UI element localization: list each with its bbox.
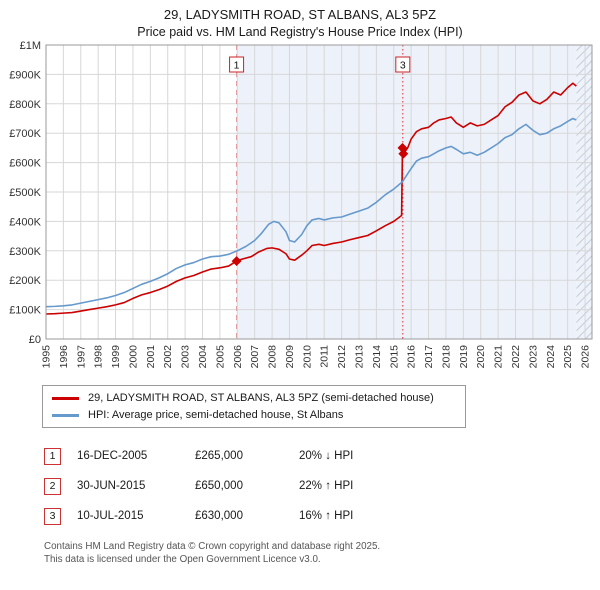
transaction-number-badge: 1 <box>44 447 61 465</box>
x-tick-label: 1997 <box>75 345 87 369</box>
x-tick-label: 2005 <box>214 345 226 369</box>
legend-label-price-paid: 29, LADYSMITH ROAD, ST ALBANS, AL3 5PZ (… <box>88 392 434 404</box>
legend-label-hpi: HPI: Average price, semi-detached house,… <box>88 409 344 421</box>
transaction-hpi-diff: 20% ↓ HPI <box>299 450 354 462</box>
plot-border <box>45 44 593 340</box>
license-footer: Contains HM Land Registry data © Crown c… <box>44 541 600 566</box>
x-tick-label: 1998 <box>93 345 105 369</box>
hpi-line <box>45 117 577 308</box>
x-tick-label: 2022 <box>510 345 522 369</box>
transaction-row: 2 30-JUN-2015 £650,000 22% ↑ HPI <box>44 471 600 501</box>
legend-item-price-paid: 29, LADYSMITH ROAD, ST ALBANS, AL3 5PZ (… <box>52 392 456 404</box>
x-tick-label: 2019 <box>458 345 470 369</box>
x-tick-label: 2000 <box>127 345 139 369</box>
chart-header: 29, LADYSMITH ROAD, ST ALBANS, AL3 5PZ P… <box>0 0 600 39</box>
transaction-hpi-diff: 16% ↑ HPI <box>299 510 354 522</box>
sale-event-flag <box>229 56 245 73</box>
x-tick-label: 2011 <box>319 345 331 368</box>
price-paid-line-swatch <box>52 396 79 400</box>
footer-line-1: Contains HM Land Registry data © Crown c… <box>44 541 381 552</box>
y-tick-label: £800K <box>9 99 41 111</box>
x-tick-label: 1995 <box>41 345 53 369</box>
x-tick-label: 2003 <box>180 345 192 369</box>
hpi-line-swatch <box>52 413 79 417</box>
y-tick-label: £600K <box>9 158 41 170</box>
y-tick-label: £500K <box>9 187 41 199</box>
chart-subtitle: Price paid vs. HM Land Registry's House … <box>137 25 463 39</box>
chart-legend: 29, LADYSMITH ROAD, ST ALBANS, AL3 5PZ (… <box>42 385 466 428</box>
x-tick-label: 2026 <box>580 345 592 369</box>
x-tick-label: 2015 <box>388 345 400 369</box>
transaction-number-badge: 3 <box>44 507 61 525</box>
x-tick-label: 2001 <box>145 345 157 369</box>
price-history-chart: 1995 1996 1997 1998 1999 2000 2001 2002 2003 2004… <box>9 41 593 369</box>
sale-event-flag-number: 3 <box>400 60 406 72</box>
x-tick-label: 2024 <box>545 345 557 369</box>
x-tick-label: 2017 <box>423 345 435 369</box>
transaction-price: £650,000 <box>195 480 243 492</box>
x-tick-label: 2021 <box>493 345 505 369</box>
y-tick-label: £900K <box>9 69 41 81</box>
transactions-table: 1 16-DEC-2005 £265,000 20% ↓ HPI 2 30-JU… <box>44 441 600 531</box>
transaction-date: 10-JUL-2015 <box>77 510 144 522</box>
transaction-date: 16-DEC-2005 <box>77 450 148 462</box>
x-tick-label: 2007 <box>249 345 261 369</box>
y-tick-label: £200K <box>9 275 41 287</box>
transaction-price: £265,000 <box>195 450 243 462</box>
x-tick-label: 2013 <box>353 345 365 369</box>
x-tick-label: 2016 <box>406 345 418 369</box>
y-tick-label: £300K <box>9 246 41 258</box>
x-tick-label: 2010 <box>301 345 313 369</box>
legend-item-hpi: HPI: Average price, semi-detached house,… <box>52 409 456 421</box>
transaction-price: £630,000 <box>195 510 243 522</box>
x-tick-label: 2018 <box>440 345 452 369</box>
transaction-row: 3 10-JUL-2015 £630,000 16% ↑ HPI <box>44 501 600 531</box>
y-tick-label: £1M <box>20 41 41 52</box>
transaction-number-badge: 2 <box>44 477 61 495</box>
x-tick-label: 2009 <box>284 345 296 369</box>
x-tick-label: 2002 <box>162 345 174 369</box>
y-tick-label: £0 <box>29 334 41 346</box>
transaction-hpi-diff: 22% ↑ HPI <box>299 480 354 492</box>
transaction-row: 1 16-DEC-2005 £265,000 20% ↓ HPI <box>44 441 600 471</box>
chart-title: 29, LADYSMITH ROAD, ST ALBANS, AL3 5PZ <box>163 7 437 22</box>
price-paid-line <box>45 82 577 315</box>
x-tick-label: 2014 <box>371 345 383 369</box>
sale-event-flag <box>395 56 411 73</box>
x-tick-label: 2020 <box>475 345 487 369</box>
x-tick-label: 2004 <box>197 345 209 369</box>
transaction-date: 30-JUN-2015 <box>77 480 146 492</box>
x-tick-label: 2025 <box>562 345 574 369</box>
x-tick-label: 2008 <box>267 345 279 369</box>
y-tick-label: £400K <box>9 216 41 228</box>
x-tick-label: 1996 <box>58 345 70 369</box>
x-tick-label: 1999 <box>110 345 122 369</box>
x-tick-label: 2023 <box>527 345 539 369</box>
footer-line-2: This data is licensed under the Open Gov… <box>44 553 321 565</box>
y-tick-label: £100K <box>9 305 41 317</box>
x-tick-label: 2006 <box>232 345 244 369</box>
x-tick-label: 2012 <box>336 345 348 369</box>
sale-event-flag-number: 1 <box>234 60 240 72</box>
y-tick-label: £700K <box>9 128 41 140</box>
